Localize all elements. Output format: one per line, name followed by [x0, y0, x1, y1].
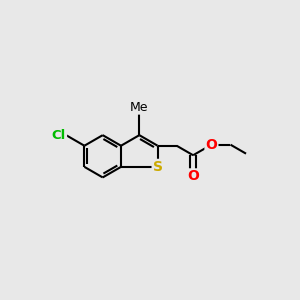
Text: O: O — [187, 169, 199, 183]
Text: Me: Me — [130, 101, 148, 114]
Text: O: O — [206, 138, 218, 152]
Text: S: S — [153, 160, 163, 174]
Text: Cl: Cl — [52, 129, 66, 142]
